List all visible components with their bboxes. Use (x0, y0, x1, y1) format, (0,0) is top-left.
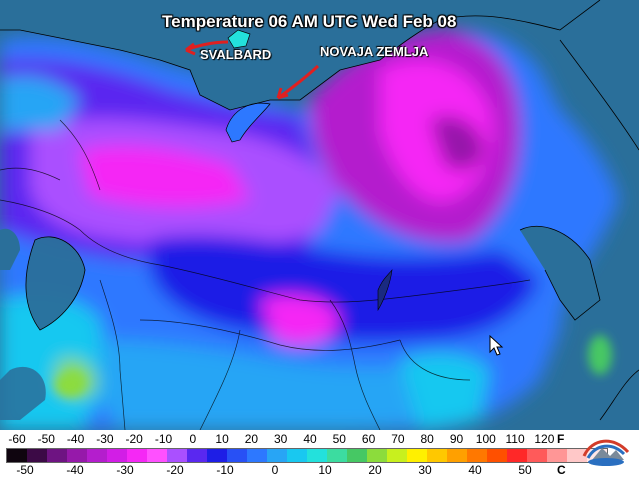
temperature-field (0, 30, 620, 430)
legend-swatch (347, 449, 367, 462)
legend-swatch (467, 449, 487, 462)
legend-swatch (307, 449, 327, 462)
legend-swatch (507, 449, 527, 462)
tick-c: -30 (116, 463, 134, 477)
label-svalbard: SVALBARD (200, 47, 272, 62)
legend-swatch (287, 449, 307, 462)
legend-swatch (367, 449, 387, 462)
tick-f: -30 (96, 432, 114, 446)
seas (0, 0, 639, 430)
novaja-zemlja-island (225, 102, 271, 143)
legend-swatch (247, 449, 267, 462)
unit-celsius: C (557, 463, 566, 477)
svalbard-island (227, 29, 251, 49)
legend-swatch (407, 449, 427, 462)
tick-f: 30 (274, 432, 288, 446)
tick-c: -20 (166, 463, 184, 477)
legend-swatch (327, 449, 347, 462)
tick-f: 40 (303, 432, 317, 446)
legend-swatch (67, 449, 87, 462)
tick-f: 50 (332, 432, 346, 446)
tick-c: 40 (468, 463, 482, 477)
tick-f: 60 (361, 432, 376, 446)
tick-c: 20 (368, 463, 382, 477)
tick-f: 70 (391, 432, 405, 446)
legend-swatch (127, 449, 147, 462)
tick-f: -60 (8, 432, 26, 446)
tick-c: 50 (518, 463, 532, 477)
map-canvas (0, 0, 639, 430)
legend-swatch (547, 449, 567, 462)
legend-swatch (147, 449, 167, 462)
legend-swatch (27, 449, 47, 462)
legend-swatch (47, 449, 67, 462)
tick-c: -10 (216, 463, 234, 477)
tick-f: 120 (534, 432, 555, 446)
legend-swatch (387, 449, 407, 462)
annotation-arrows (185, 40, 320, 100)
tick-f: 80 (420, 432, 434, 446)
legend-swatch (107, 449, 127, 462)
tick-c: 30 (418, 463, 432, 477)
tick-f: -10 (154, 432, 173, 446)
legend-swatch (207, 449, 227, 462)
tick-f: 10 (215, 432, 229, 446)
tick-c: -40 (66, 463, 84, 477)
tick-f: 0 (189, 432, 197, 446)
legend-swatch (227, 449, 247, 462)
legend-swatch (527, 449, 547, 462)
legend-swatch (187, 449, 207, 462)
tick-c: 10 (318, 463, 332, 477)
tick-f: 110 (505, 432, 525, 446)
legend-swatch (427, 449, 447, 462)
legend-swatch (487, 449, 507, 462)
mouse-cursor-icon (489, 334, 504, 356)
tick-f: 90 (449, 432, 464, 446)
logo-icon (582, 439, 630, 466)
map-title: Temperature 06 AM UTC Wed Feb 08 (162, 12, 457, 31)
legend-swatch (167, 449, 187, 462)
unit-fahrenheit: F (557, 432, 565, 446)
legend-swatch (567, 449, 587, 462)
tick-f: -20 (125, 432, 143, 446)
tick-c: 0 (271, 463, 279, 477)
tick-c: -50 (16, 463, 34, 477)
tick-f: -40 (66, 432, 85, 446)
label-novaja-zemlja: NOVAJA ZEMLJA (320, 44, 429, 59)
tick-f: -50 (37, 432, 55, 446)
country-borders (0, 119, 531, 430)
legend-swatch (7, 449, 27, 462)
coastlines (0, 0, 639, 421)
temperature-map: Temperature 06 AM UTC Wed Feb 08 SVALBAR… (0, 0, 639, 430)
tick-f: 100 (475, 432, 496, 446)
tick-f: 20 (244, 432, 259, 446)
legend-swatch (447, 449, 467, 462)
legend-swatch (267, 449, 287, 462)
legend-color-bar (6, 448, 608, 463)
lake-baikal (377, 268, 393, 312)
legend-swatch (87, 449, 107, 462)
color-legend: -60 -50 -40 -30 -20 -10 0 10 20 30 40 50 60 70 80 90 100… (0, 430, 639, 486)
